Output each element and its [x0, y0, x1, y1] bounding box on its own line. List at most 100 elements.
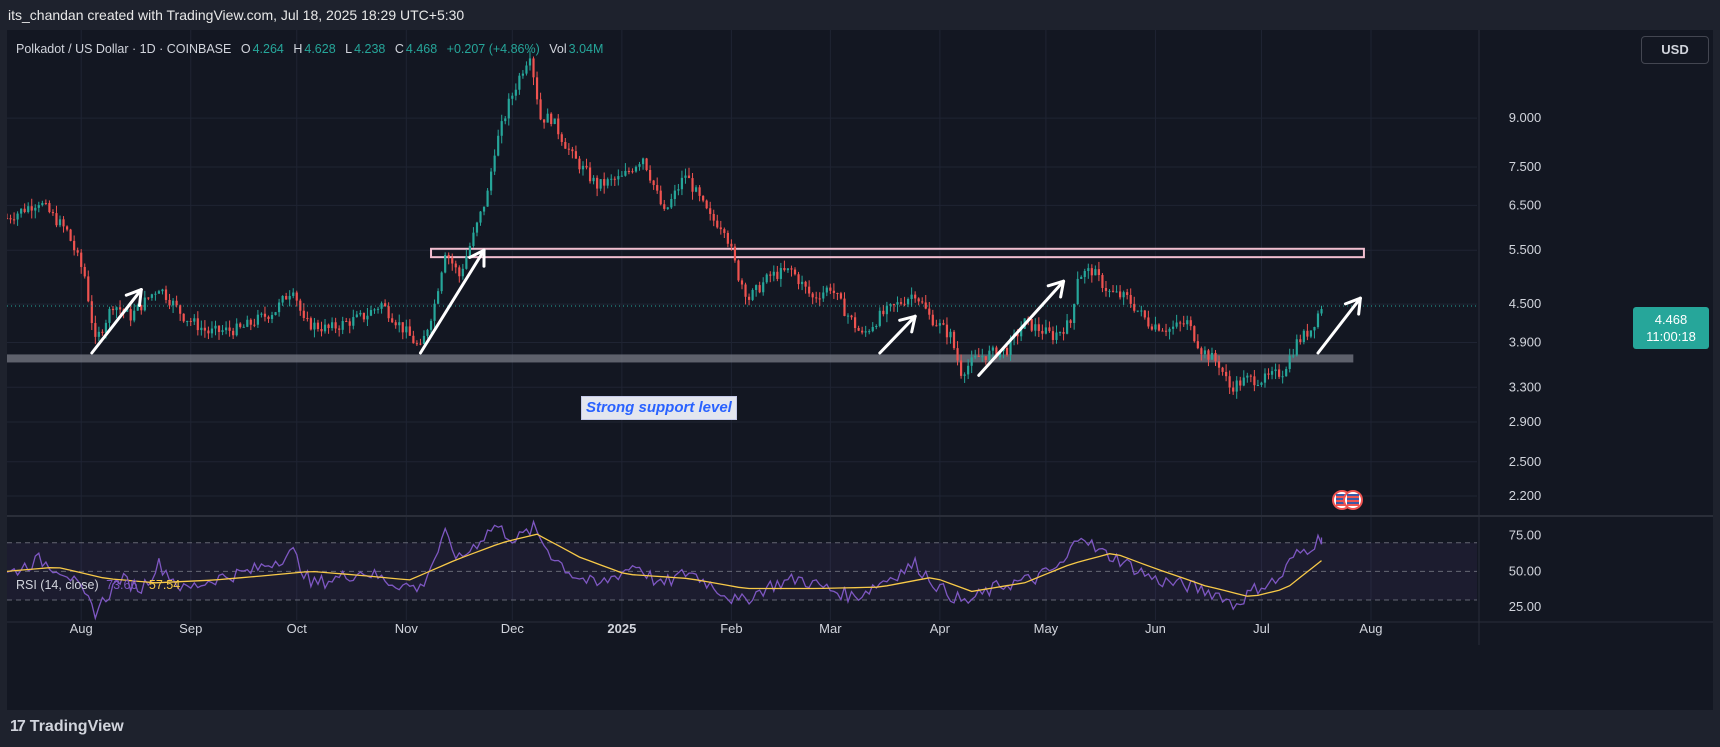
high-value: 4.628: [304, 42, 336, 56]
candle-body: [30, 206, 33, 211]
candle-body: [437, 291, 440, 304]
candle-body: [80, 252, 83, 267]
candle-body: [514, 89, 517, 96]
symbol-label[interactable]: Polkadot / US Dollar · 1D · COINBASE: [16, 42, 232, 56]
candle-body: [875, 325, 878, 327]
candle-body: [518, 75, 521, 90]
candle-body: [532, 58, 535, 78]
currency-button[interactable]: USD: [1641, 36, 1709, 64]
top-bar: its_chandan created with TradingView.com…: [0, 0, 1720, 30]
candle-body: [263, 313, 267, 317]
candle-body: [1143, 310, 1146, 318]
candle-body: [83, 266, 86, 277]
candle-body: [338, 328, 341, 330]
candle-body: [1235, 380, 1238, 392]
price-axis-label: 3.300: [1509, 379, 1542, 394]
candle-body: [638, 164, 641, 167]
candle-body: [200, 327, 203, 331]
candle-body: [995, 347, 998, 358]
vol-value: 3.04M: [568, 42, 604, 56]
candle-body: [366, 315, 369, 320]
price-legend: Polkadot / US Dollar · 1D · COINBASE O 4.…: [16, 42, 609, 56]
candle-body: [730, 243, 733, 247]
candle-body: [956, 348, 959, 361]
candle-body: [687, 175, 691, 179]
candle-body: [740, 280, 744, 285]
chart-frame[interactable]: 9.000 7.500 6.500 5.500 4.500 3.900 3.300 2.900…: [7, 30, 1713, 710]
candle-body: [871, 326, 874, 332]
candle-body: [341, 321, 344, 330]
candle-body: [1119, 291, 1122, 298]
candle-body: [779, 268, 782, 279]
candle-body: [468, 245, 472, 257]
tradingview-logo[interactable]: 17 TradingView: [10, 718, 124, 736]
candle-body: [1256, 384, 1260, 386]
candle-body: [51, 212, 55, 214]
candle-body: [1104, 287, 1108, 291]
candle-body: [1020, 328, 1023, 337]
candle-body: [1281, 376, 1284, 378]
candle-body: [988, 350, 991, 360]
candle-body: [355, 314, 358, 318]
candle-body: [744, 284, 747, 297]
candle-body: [1302, 330, 1305, 343]
candle-body: [550, 113, 553, 125]
candle-body: [1122, 292, 1125, 298]
flag-stripe: [1347, 504, 1359, 506]
candle-body: [334, 322, 337, 329]
candle-body: [405, 326, 408, 333]
candle-body: [1009, 338, 1012, 355]
candle-body: [16, 213, 19, 220]
resistance-box: [430, 247, 1365, 259]
price-axis-label: 9.000: [1509, 110, 1542, 125]
candle-body: [631, 171, 634, 173]
chart-canvas[interactable]: 9.000 7.500 6.500 5.500 4.500 3.900 3.300 2.900…: [7, 30, 1713, 710]
candle-body: [882, 310, 885, 315]
candle-body: [765, 274, 768, 283]
candle-body: [903, 303, 906, 305]
rsi-name[interactable]: RSI (14, close): [16, 578, 99, 592]
candle-body: [1228, 376, 1231, 388]
candle-body: [1239, 380, 1242, 386]
candle-body: [525, 65, 528, 74]
candle-body: [504, 118, 507, 122]
support-level-label[interactable]: Strong support level: [581, 396, 737, 420]
candle-body: [733, 246, 737, 261]
candle-body: [712, 213, 715, 221]
candle-body: [129, 309, 132, 321]
price-axis-label: 3.900: [1509, 334, 1542, 349]
candle-body: [391, 318, 394, 323]
candle-body: [691, 178, 694, 192]
candle-body: [140, 304, 143, 311]
rsi-ma-line: [7, 533, 1322, 597]
candle-body: [1034, 324, 1037, 331]
candle-body: [1196, 341, 1199, 349]
candle-body: [214, 325, 217, 329]
time-axis-label: Oct: [287, 621, 308, 636]
candle-body: [1069, 320, 1072, 324]
candle-body: [1193, 326, 1196, 342]
candle-body: [935, 325, 938, 327]
candle-body: [175, 300, 178, 306]
candle-body: [401, 322, 404, 333]
candle-body: [196, 318, 199, 331]
candle-body: [1058, 332, 1062, 334]
candle-body: [666, 207, 669, 209]
candle-body: [592, 177, 595, 182]
price-axis-label: 2.900: [1509, 414, 1542, 429]
candle-body: [931, 314, 934, 326]
candle-body: [306, 317, 309, 319]
candle-body: [323, 324, 327, 332]
candle-body: [348, 321, 351, 326]
candle-body: [154, 293, 157, 295]
candle-body: [253, 324, 256, 326]
candle-body: [709, 208, 712, 214]
open-label: O: [240, 42, 251, 56]
candle-body: [292, 292, 295, 296]
candle-body: [118, 307, 122, 310]
candle-body: [762, 282, 765, 293]
candle-body: [521, 73, 525, 76]
candle-body: [475, 222, 479, 233]
candle-body: [984, 356, 987, 360]
candle-body: [164, 289, 168, 300]
